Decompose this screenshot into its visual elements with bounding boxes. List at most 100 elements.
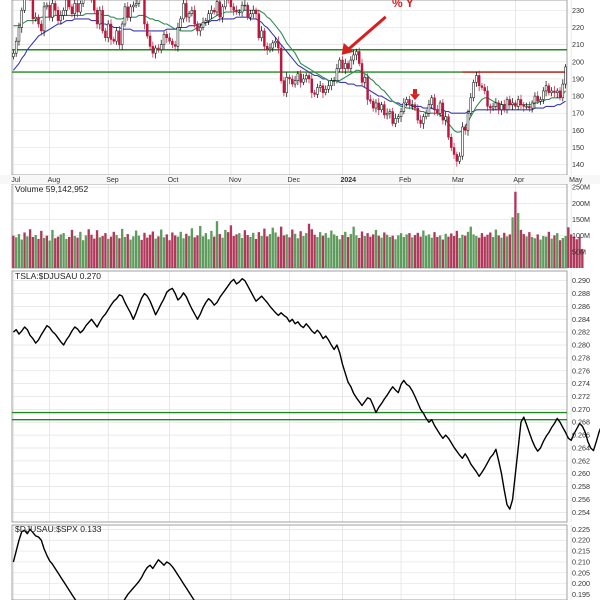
candle-body <box>31 0 35 20</box>
candle-body <box>391 111 394 124</box>
candle-body <box>447 116 450 138</box>
volume-bar <box>324 233 327 268</box>
price-axis-label: 180 <box>572 92 584 101</box>
candle-body <box>148 35 152 47</box>
fast-moving-average-line <box>13 9 567 133</box>
volume-bar <box>366 233 369 268</box>
ratio2-axis-label: 0.205 <box>572 568 590 577</box>
candle-body <box>73 3 76 14</box>
candle-body <box>101 10 104 32</box>
month-tick-label: Jul <box>11 177 20 184</box>
candle-body <box>65 0 68 11</box>
candle-body <box>210 10 213 14</box>
candle-body <box>475 75 478 83</box>
candle-body <box>282 80 286 93</box>
volume-bar <box>285 234 288 268</box>
candle-body <box>176 27 180 47</box>
volume-bar <box>90 234 93 268</box>
candle-body <box>505 99 509 111</box>
candle-body <box>486 90 489 107</box>
candle-body <box>516 99 520 107</box>
candle-body <box>98 10 102 25</box>
candle-body <box>419 119 422 124</box>
volume-bar <box>252 232 255 268</box>
candle-body <box>363 76 367 83</box>
volume-bar <box>196 235 199 268</box>
volume-bar <box>558 240 562 268</box>
ratio1-axis-label: 0.272 <box>572 392 590 401</box>
volume-bar <box>176 236 180 268</box>
volume-bar <box>65 238 68 268</box>
volume-bar <box>151 231 155 268</box>
candle-body <box>207 13 210 21</box>
volume-bar <box>143 232 146 268</box>
candle-body <box>318 85 322 88</box>
candle-body <box>366 76 369 100</box>
volume-axis-label: 150M <box>572 215 590 224</box>
volume-bar <box>561 237 564 268</box>
candle-body <box>187 13 191 18</box>
candle-body <box>179 18 182 28</box>
candle-body <box>388 111 392 114</box>
candle-body <box>126 6 129 18</box>
candle-body <box>154 47 157 54</box>
diagonal-arrow-head <box>341 42 354 55</box>
volume-bar <box>380 237 383 268</box>
volume-bar <box>56 236 60 268</box>
candle-body <box>385 112 389 116</box>
volume-bar <box>115 235 118 268</box>
ratio2-axis-label: 0.200 <box>572 579 590 588</box>
volume-bar <box>458 237 461 268</box>
volume-bar <box>305 233 308 268</box>
volume-bar <box>427 234 431 268</box>
candle-body <box>469 97 473 114</box>
candle-body <box>81 0 85 4</box>
volume-bar <box>494 229 498 268</box>
price-axis-label: 170 <box>572 109 584 118</box>
volume-bar <box>464 235 467 268</box>
candle-body <box>132 4 135 8</box>
volume-bar <box>447 236 450 268</box>
candle-body <box>173 44 177 47</box>
candle-body <box>54 3 57 11</box>
volume-bar <box>346 236 350 268</box>
volume-bar <box>199 226 202 268</box>
volume-bar <box>185 233 188 268</box>
candle-body <box>274 40 277 44</box>
volume-bar <box>182 238 185 268</box>
volume-bar <box>26 236 29 268</box>
candle-body <box>204 20 208 23</box>
candle-body <box>528 106 531 109</box>
volume-bar <box>388 236 392 268</box>
candle-body <box>218 1 222 18</box>
candle-body <box>430 97 433 105</box>
candle-body <box>344 63 347 69</box>
candle-body <box>494 102 498 107</box>
volume-bar <box>307 223 311 268</box>
volume-bar <box>274 232 277 268</box>
candle-body <box>472 82 475 99</box>
volume-bar <box>391 235 394 268</box>
volume-axis-label: 200M <box>572 199 590 208</box>
volume-bar <box>397 235 400 268</box>
volume-bar <box>291 229 294 268</box>
candle-body <box>360 63 364 83</box>
ratio1-axis-label: 0.264 <box>572 443 590 452</box>
ratio2-panel-title: $DJUSAU:$SPX 0.133 <box>15 524 102 534</box>
candle-body <box>190 10 194 14</box>
volume-bar <box>254 238 258 268</box>
candle-body <box>37 16 40 25</box>
candle-body <box>182 3 185 20</box>
volume-bar <box>461 234 464 268</box>
volume-bar <box>240 237 244 268</box>
volume-bar <box>15 237 18 268</box>
candle-body <box>438 102 442 114</box>
month-tick-label: Mar <box>452 177 465 184</box>
candle-body <box>533 95 537 104</box>
volume-bar <box>399 233 403 268</box>
volume-bar <box>475 236 478 268</box>
candle-body <box>558 90 562 99</box>
candle-body <box>20 10 23 28</box>
volume-bar <box>28 229 32 268</box>
volume-bar <box>500 237 503 268</box>
